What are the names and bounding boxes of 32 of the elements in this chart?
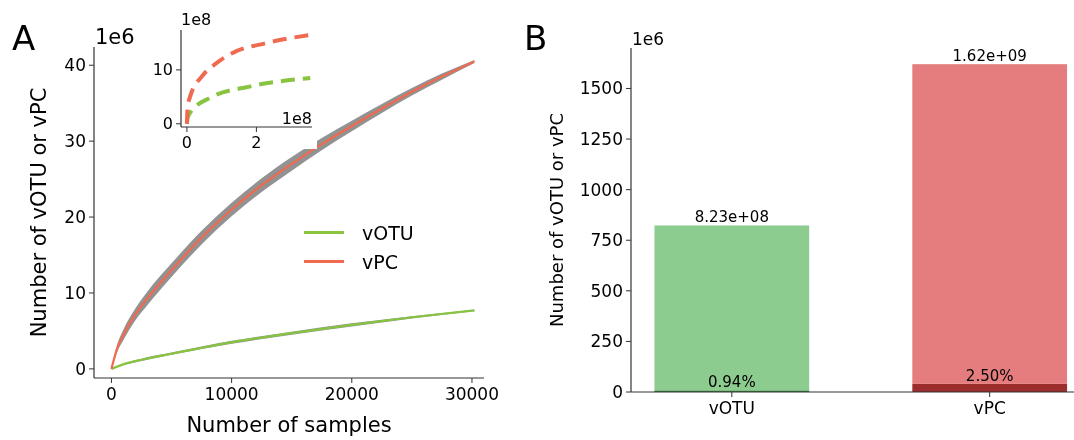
y-tick-label: 30: [64, 131, 86, 152]
y-tick-label: 40: [64, 55, 86, 76]
y-tick-label: 1250: [579, 129, 623, 150]
x-tick-label: 0: [106, 383, 117, 404]
legend-label: vPC: [362, 250, 398, 273]
y-tick-label: 1500: [579, 78, 623, 99]
text: B: [524, 18, 548, 58]
x-tick-label: 10000: [204, 383, 259, 404]
x-tick-label: 2: [251, 132, 262, 152]
total-label: 1.62e+09: [952, 47, 1027, 66]
x-tick-label: 30000: [444, 383, 500, 404]
text: 1e8: [181, 10, 212, 29]
y-tick-label: 10: [64, 282, 86, 303]
total-label: 8.23e+08: [694, 208, 769, 227]
legend-label: vOTU: [362, 221, 414, 244]
annotation: 1e6: [95, 25, 135, 49]
y-tick-label: 250: [590, 331, 623, 352]
y-tick-label: 1000: [579, 179, 623, 200]
y-tick-label: 10: [152, 60, 173, 80]
annotation: 1e8: [281, 109, 312, 128]
y-tick-label: 500: [590, 280, 623, 301]
y-axis-title: Number of vOTU or vPC: [27, 87, 51, 338]
annotation: 1e6: [632, 29, 665, 49]
x-axis-title: Number of samples: [186, 413, 392, 437]
annotation: 2.50%: [965, 366, 1014, 385]
y-tick-label: 0: [75, 358, 86, 379]
y-axis-title: Number of vOTU or vPC: [546, 112, 567, 328]
text: A: [12, 18, 36, 58]
annotation: 0.94%: [707, 373, 756, 392]
y-tick-label: 20: [64, 207, 86, 228]
x-tick-label: 20000: [324, 383, 379, 404]
y-tick-label: 750: [590, 230, 623, 251]
